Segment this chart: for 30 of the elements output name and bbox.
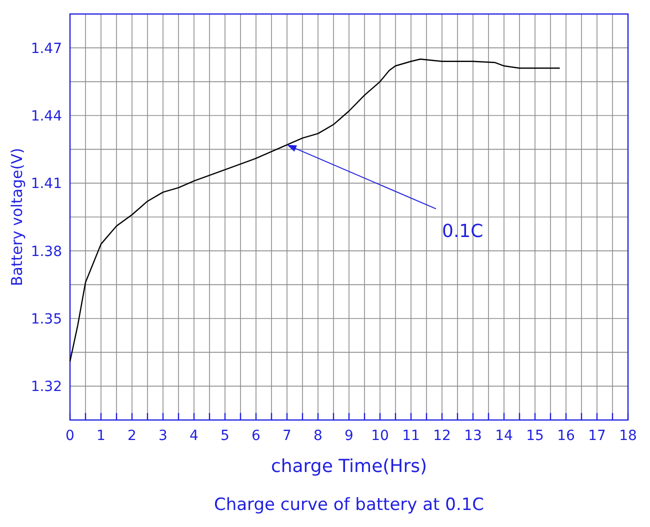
x-tick-label: 13 bbox=[464, 428, 482, 444]
x-tick-label: 12 bbox=[433, 428, 451, 444]
x-tick-label: 15 bbox=[526, 428, 544, 444]
y-tick-label: 1.41 bbox=[30, 176, 62, 192]
y-tick-label: 1.47 bbox=[30, 40, 62, 57]
y-tick-label: 1.32 bbox=[30, 379, 62, 396]
x-tick-label: 11 bbox=[402, 428, 420, 444]
y-tick-label: 1.44 bbox=[30, 108, 62, 124]
x-tick-label: 18 bbox=[619, 428, 637, 444]
x-tick-label: 3 bbox=[158, 428, 168, 444]
x-tick-label: 14 bbox=[495, 428, 513, 444]
x-tick-label: 1 bbox=[96, 428, 106, 444]
x-tick-label: 2 bbox=[128, 428, 136, 444]
x-tick-label: 4 bbox=[190, 428, 199, 444]
x-tick-label: 9 bbox=[344, 428, 354, 444]
y-axis-title: Battery voltage(V) bbox=[8, 148, 26, 286]
x-tick-label: 8 bbox=[314, 428, 322, 444]
line-series bbox=[69, 58, 560, 362]
x-tick-label: 17 bbox=[588, 428, 606, 444]
y-tick-label: 1.38 bbox=[30, 244, 62, 260]
x-tick-label: 16 bbox=[557, 428, 575, 444]
text: Charge curve of battery at 0.1C bbox=[214, 495, 484, 515]
y-tick-label: 1.35 bbox=[30, 312, 62, 328]
x-axis-title: charge Time(Hrs) bbox=[270, 456, 428, 477]
x-tick-label: 7 bbox=[282, 428, 292, 444]
annotation: 0.1C bbox=[442, 220, 484, 242]
x-tick-label: 6 bbox=[252, 428, 261, 444]
x-tick-label: 10 bbox=[371, 428, 389, 444]
x-tick-label: 5 bbox=[220, 428, 230, 444]
x-tick-label: 0 bbox=[66, 428, 74, 444]
